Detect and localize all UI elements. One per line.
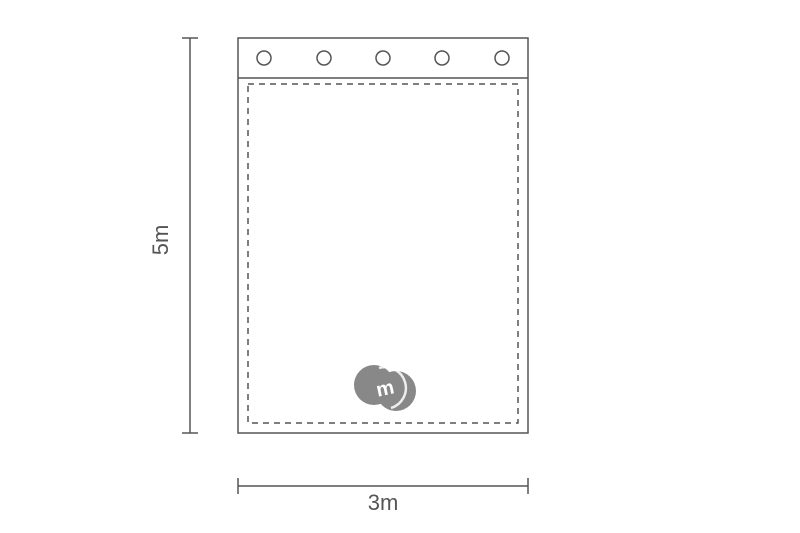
width-label: 3m bbox=[368, 490, 399, 515]
grommet-5 bbox=[495, 51, 509, 65]
brand-logo: m bbox=[354, 365, 416, 411]
grommet-4 bbox=[435, 51, 449, 65]
grommet-1 bbox=[257, 51, 271, 65]
height-label: 5m bbox=[148, 225, 173, 256]
grommet-3 bbox=[376, 51, 390, 65]
technical-diagram: 5m 3m m bbox=[0, 0, 800, 533]
grommet-2 bbox=[317, 51, 331, 65]
